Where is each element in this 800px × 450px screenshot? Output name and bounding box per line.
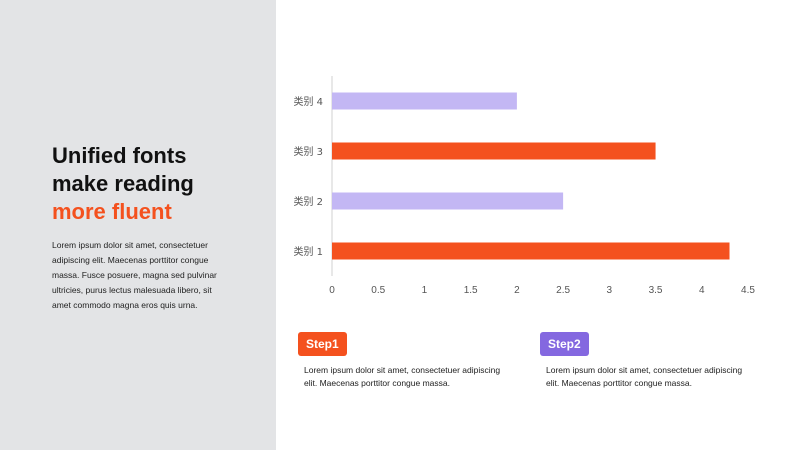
category-label-1: 类别 1	[293, 245, 323, 258]
step2-badge: Step2	[540, 332, 589, 356]
category-label-4: 类别 4	[293, 95, 323, 108]
headline-line-2: make reading	[52, 171, 194, 196]
bar-2	[332, 192, 564, 210]
step1-text: Lorem ipsum dolor sit amet, consectetuer…	[304, 365, 501, 388]
bar-1	[332, 242, 730, 260]
body-text: Lorem ipsum dolor sit amet, consectetuer…	[52, 240, 217, 310]
x-tick-label-7: 3.5	[649, 285, 663, 296]
step2-text: Lorem ipsum dolor sit amet, consectetuer…	[546, 365, 743, 388]
headline-line-3: more fluent	[52, 199, 172, 224]
left-panel	[0, 0, 276, 450]
headline: Unified fonts make reading more fluent	[52, 142, 267, 226]
bar-3	[332, 142, 656, 160]
x-tick-label-1: 0.5	[371, 285, 385, 296]
category-label-2: 类别 2	[293, 195, 323, 208]
headline-line-1: Unified fonts	[52, 143, 187, 168]
x-tick-label-5: 2.5	[556, 285, 570, 296]
bar-4	[332, 92, 517, 110]
x-tick-label-9: 4.5	[741, 285, 755, 296]
x-tick-label-8: 4	[699, 285, 705, 296]
x-tick-label-4: 2	[514, 285, 520, 296]
category-label-3: 类别 3	[293, 145, 323, 158]
bar-chart: 类别 1 类别 2 类别 3 类别 4 0 0.5 1 1.5 2 2.5 3 3.5 4 4.5	[276, 0, 800, 320]
bar-chart-svg: 类别 1 类别 2 类别 3 类别 4 0 0.5 1 1.5 2 2.5 3 3.5 4 4.5	[293, 76, 755, 296]
x-tick-label-0: 0	[329, 285, 335, 296]
step1-badge: Step1	[298, 332, 347, 356]
x-tick-label-2: 1	[422, 285, 428, 296]
x-tick-label-3: 1.5	[464, 285, 478, 296]
x-tick-label-6: 3	[607, 285, 613, 296]
